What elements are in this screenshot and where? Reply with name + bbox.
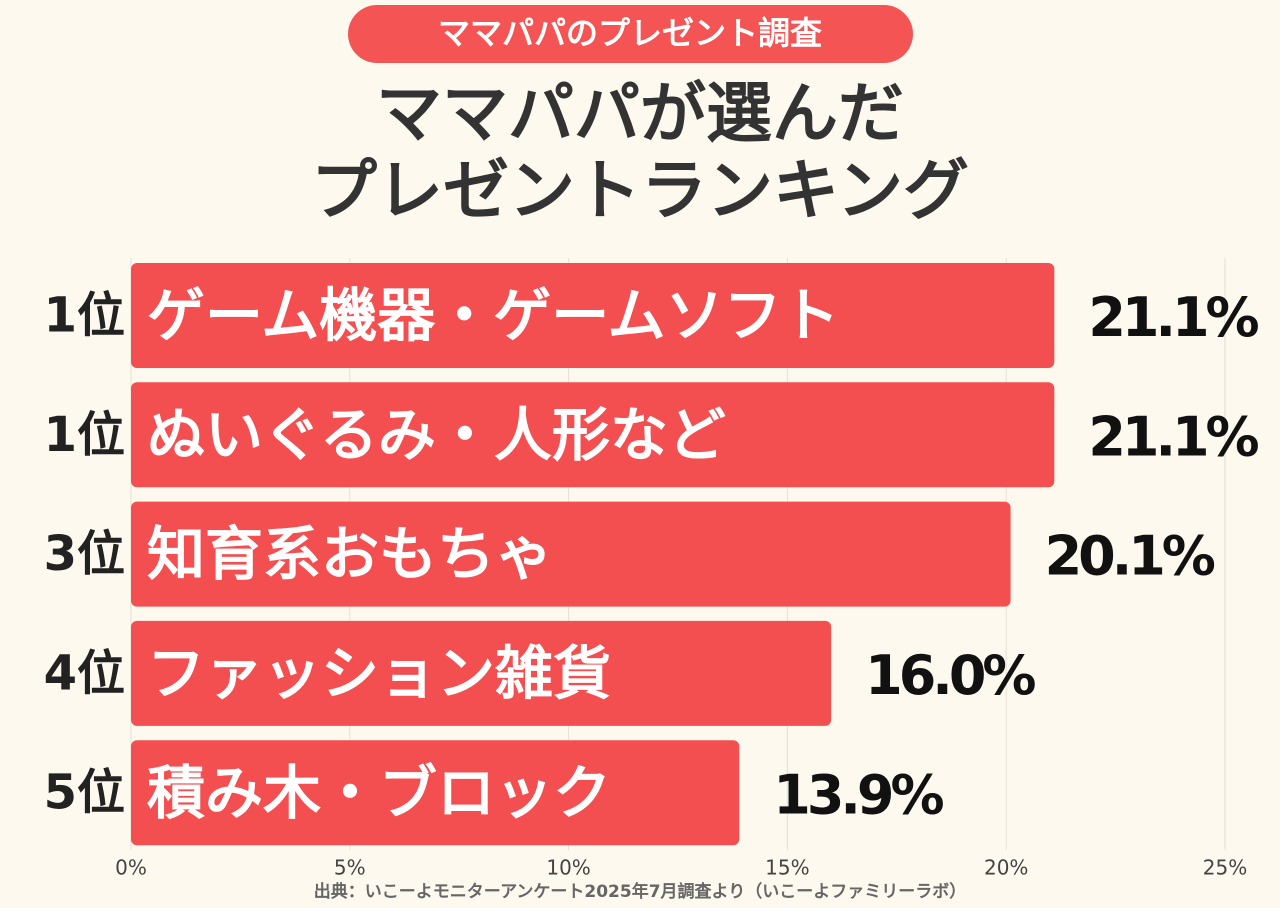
rank-label: 1位 [44,407,125,463]
category-label: ぬいぐるみ・人形など [147,401,726,469]
bar [131,263,1055,368]
category-label: 積み木・ブロック [147,759,611,827]
bar [131,620,832,726]
bar [131,382,1055,488]
bars: 1位 ゲーム機器・ゲームソフト 21.1%1位 ぬいぐるみ・人形など 21.1%3位 知育… [44,263,1263,846]
bar [131,740,740,846]
rank-label: 5位 [44,765,125,821]
category-label: ゲーム機器・ゲームソフト [147,282,840,350]
value-label: 13.9% [773,763,943,826]
badge: ママパパのプレゼント調査 [438,14,822,52]
value-label: 16.0% [865,644,1035,707]
x-tick-label: 15% [765,856,809,880]
title-line: ママパパが選んだ [376,75,904,152]
category-label: ファッション雑貨 [147,640,611,708]
x-tick-label: 5% [334,856,366,880]
badge-bg [348,5,913,63]
title-line: プレゼントランキング [311,152,969,229]
x-tick-label: 20% [984,856,1028,880]
rank-label: 1位 [44,288,125,344]
source: 出典：いこーよモニターアンケート2025年7月調査より（いこーよファミリーラボ） [314,881,966,902]
x-tick-label: 0% [115,856,147,880]
bar [131,501,1011,607]
value-label: 20.1% [1045,525,1215,588]
x-tick-label: 10% [546,856,590,880]
x-tick-label: 25% [1203,856,1247,880]
rank-label: 3位 [44,526,125,582]
value-label: 21.1% [1088,286,1258,349]
value-label: 21.1% [1088,405,1258,468]
category-label: 知育系おもちゃ [147,520,553,588]
rank-label: 4位 [44,645,125,701]
